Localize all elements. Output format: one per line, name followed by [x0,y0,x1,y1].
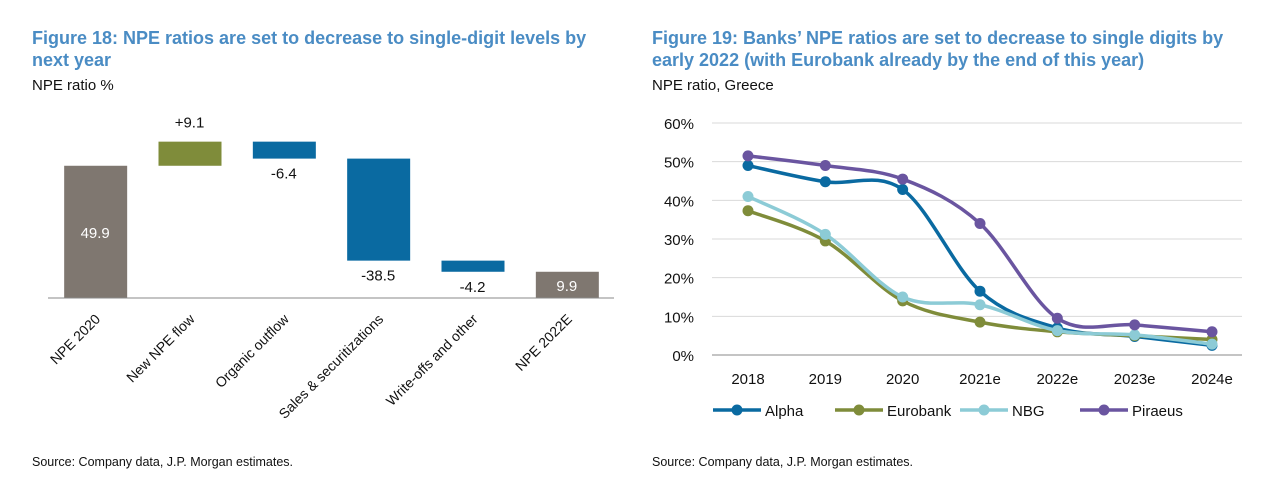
x-tick-label: NPE 2022E [512,311,575,374]
marker [819,160,831,172]
marker [974,285,986,297]
marker [897,184,909,196]
y-tick-label: 60% [664,116,694,133]
x-tick-label: 2020 [886,371,919,388]
x-tick-label: NPE 2020 [47,311,104,368]
y-tick-label: 10% [664,309,694,326]
x-tick-label: 2018 [731,371,764,388]
source: Source: Company data, J.P. Morgan estima… [652,455,914,469]
marker [742,205,754,217]
marker [742,190,754,202]
chart: 49.9 NPE 2020 +9.1 New NPE flow -6.4 Organic … [47,115,614,422]
marker [1206,338,1218,350]
bar [441,260,505,272]
marker [974,218,986,230]
marker [819,176,831,188]
x-tick-label: Write-offs and other [383,311,481,409]
bar [158,141,222,166]
value-label: -4.2 [460,279,486,296]
marker [897,291,909,303]
x-tick-label: Organic outflow [212,310,293,391]
marker [974,316,986,328]
source: Source: Company data, J.P. Morgan estima… [32,455,294,469]
marker [1129,319,1141,331]
x-tick-label: 2019 [809,371,842,388]
value-label: -6.4 [271,166,297,183]
marker [897,173,909,185]
legend-label: Alpha [765,403,804,420]
legend-label: NBG [1012,403,1045,420]
figure-19: Figure 19: Banks’ NPE ratios are set to … [630,0,1274,480]
marker [1051,325,1063,337]
chart-subtitle: NPE ratio, Greece [652,77,774,94]
marker [742,160,754,172]
x-tick-label: 2021e [959,371,1001,388]
y-tick-label: 0% [672,348,694,365]
marker [1206,326,1218,338]
y-tick-label: 50% [664,155,694,172]
x-tick-label: 2022e [1036,371,1078,388]
value-label: +9.1 [175,115,205,132]
marker [819,228,831,240]
figure-18: Figure 18: NPE ratios are set to decreas… [0,0,630,480]
value-label: 49.9 [81,225,110,242]
x-tick-label: 2024e [1191,371,1233,388]
marker [742,150,754,162]
bar [64,165,128,298]
legend-marker [1098,404,1110,416]
marker [974,299,986,311]
marker [1129,329,1141,341]
legend-marker [978,404,990,416]
bar [347,158,411,261]
y-tick-label: 20% [664,271,694,288]
chart: 0% 10% 20% 30% 40% 50% 60% 2018 2019 2020 2021e 202… [664,116,1242,420]
value-label: -38.5 [361,268,395,285]
chart-title: Figure 19: Banks’ NPE ratios are set to … [652,28,1224,70]
chart-title: Figure 18: NPE ratios are set to decreas… [32,28,587,70]
legend-label: Eurobank [887,403,952,420]
legend-label: Piraeus [1132,403,1183,420]
chart-subtitle: NPE ratio % [32,77,114,94]
x-tick-label: Sales & securitizations [275,311,386,422]
y-tick-label: 40% [664,193,694,210]
legend-marker [853,404,865,416]
value-label: 9.9 [556,278,577,295]
y-tick-label: 30% [664,232,694,249]
x-tick-label: 2023e [1114,371,1156,388]
bar [252,141,316,159]
bar [535,271,599,298]
marker [1051,312,1063,324]
x-tick-label: New NPE flow [123,310,198,385]
legend-marker [731,404,743,416]
